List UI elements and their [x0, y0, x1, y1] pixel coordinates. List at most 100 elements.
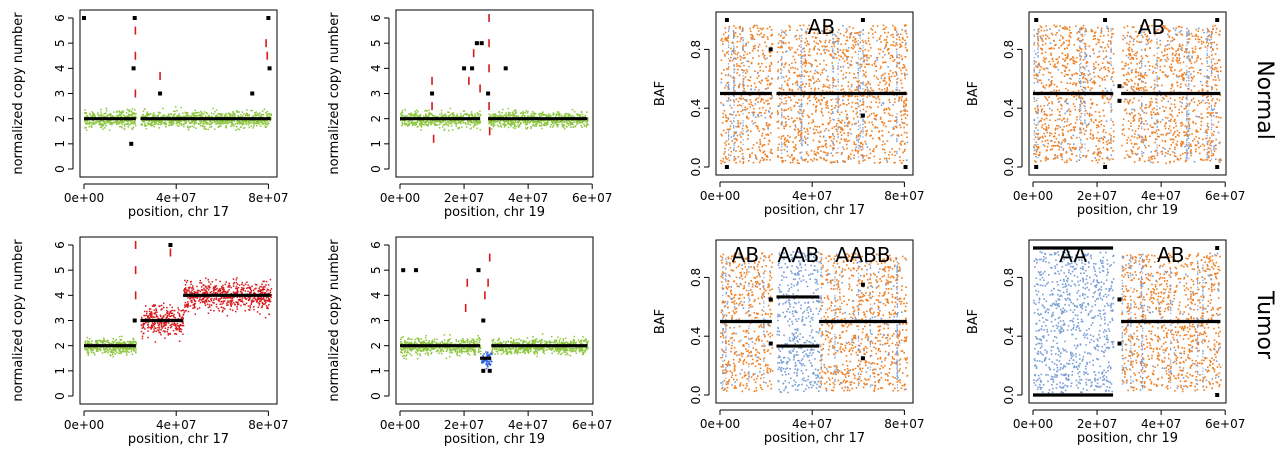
x-tick-label: 8e+07 [248, 418, 288, 432]
y-tick-label: 0.4 [689, 99, 703, 118]
marker-point [401, 268, 406, 273]
x-tick-label: 2e+07 [1077, 417, 1117, 431]
outlier-mark [488, 102, 490, 111]
panel-cn-normal-chr17: 0e+00 4e+07 8e+07 position, chr 17 0 1 2 3 4 5 6 no… [11, 9, 289, 220]
y-axis-label: BAF [966, 309, 981, 334]
plot-frame [395, 236, 594, 405]
outlier-mark [134, 291, 137, 300]
outlier-mark [134, 51, 137, 60]
x-axis-label: position, chr 19 [1077, 203, 1178, 218]
outlier-mark [488, 39, 490, 48]
outlier-mark [487, 278, 489, 287]
marker-point [430, 91, 435, 96]
y-tick-label: 3 [369, 90, 383, 98]
outlier-mark [431, 76, 433, 85]
plot-frame [79, 236, 278, 405]
marker-point [1034, 165, 1039, 169]
row-label-normal: Normal [1252, 60, 1277, 140]
x-tick-label: 2e+07 [444, 418, 484, 432]
y-tick-label: 4 [369, 65, 383, 73]
data-points [400, 333, 589, 370]
x-tick-label: 4e+07 [792, 189, 832, 203]
y-tick-label: 5 [369, 39, 383, 47]
y-tick-label: 1 [369, 367, 383, 375]
marker-point [1103, 165, 1108, 169]
outlier-mark [266, 51, 269, 60]
plot-frame [1028, 239, 1227, 404]
x-tick-label: 0e+00 [700, 417, 740, 431]
marker-point [132, 318, 137, 323]
y-tick-label: 0 [369, 392, 383, 400]
marker-point [486, 91, 491, 96]
y-tick-label: 6 [369, 241, 383, 249]
marker-point [724, 18, 729, 22]
x-axis-label: position, chr 17 [764, 431, 865, 446]
data-points [1033, 250, 1222, 394]
x-tick-label: 4e+07 [156, 418, 196, 432]
outlier-mark [488, 64, 490, 73]
x-tick-label: 0e+00 [380, 418, 420, 432]
allele-state-label: AB [1138, 15, 1165, 39]
marker-point [82, 16, 86, 20]
y-tick-label: 0.8 [689, 40, 703, 59]
outlier-mark [159, 71, 161, 80]
marker-point [481, 368, 486, 373]
marker-point [1103, 18, 1108, 22]
panel-baf-normal-chr17: AB 0e+00 4e+07 8e+07 position, chr 17 0.0 0.4 0… [653, 11, 925, 218]
panel-grid: 0e+00 4e+07 8e+07 position, chr 17 0 1 2 3 4 5 6 no… [11, 9, 1245, 447]
y-axis-label: BAF [653, 309, 668, 334]
y-axis-label: normalized copy number [327, 12, 342, 175]
outlier-mark [488, 14, 490, 22]
panel-baf-tumor-chr17: AB AAB AABB 0e+00 4e+07 8e+07 position, chr 17… [653, 239, 925, 446]
marker-point [1117, 98, 1122, 103]
allele-state-label: AB [808, 15, 835, 39]
panel-baf-normal-chr19: AB 0e+00 2e+07 4e+07 6e+07 position, chr 19 0.… [966, 11, 1245, 218]
y-tick-label: 2 [53, 115, 67, 123]
marker-point [267, 66, 272, 71]
x-tick-label: 4e+07 [508, 191, 548, 205]
y-tick-label: 6 [369, 14, 383, 22]
x-tick-label: 6e+07 [572, 191, 612, 205]
x-tick-label: 0e+00 [700, 189, 740, 203]
y-tick-label: 4 [369, 292, 383, 300]
marker-point [414, 268, 419, 273]
y-tick-label: 0.4 [689, 327, 703, 346]
x-axis-label: position, chr 19 [444, 205, 545, 220]
plot-frame [1028, 11, 1227, 176]
marker-point [724, 165, 729, 169]
outlier-mark [488, 253, 491, 262]
y-tick-label: 1 [53, 140, 67, 148]
y-tick-label: 2 [53, 342, 67, 350]
marker-point [1215, 246, 1220, 250]
y-tick-label: 0.8 [1002, 268, 1016, 287]
y-tick-label: 5 [53, 266, 67, 274]
x-tick-label: 0e+00 [1013, 417, 1053, 431]
y-tick-label: 3 [53, 90, 67, 98]
marker-point [1117, 297, 1122, 302]
x-tick-label: 4e+07 [508, 418, 548, 432]
x-tick-label: 0e+00 [64, 191, 104, 205]
plot-frame [715, 11, 914, 176]
x-axis-label: position, chr 17 [128, 205, 229, 220]
x-axis-label: position, chr 17 [764, 203, 865, 218]
marker-point [1215, 18, 1220, 22]
marker-point [474, 41, 479, 46]
outlier-mark [169, 248, 172, 257]
marker-point [129, 141, 134, 146]
y-tick-label: 3 [53, 317, 67, 325]
outlier-mark [488, 127, 491, 136]
x-tick-label: 2e+07 [1077, 189, 1117, 203]
marker-point [1215, 165, 1220, 169]
outlier-mark [464, 303, 467, 312]
x-tick-label: 8e+07 [884, 417, 924, 431]
marker-point [158, 91, 163, 96]
marker-point [860, 113, 865, 118]
outlier-mark [432, 134, 435, 143]
marker-point [768, 341, 773, 346]
marker-point [132, 16, 137, 20]
x-axis-label: position, chr 17 [128, 432, 229, 447]
marker-point [1034, 18, 1039, 22]
panel-baf-tumor-chr19: AA AB 0e+00 2e+07 4e+07 6e+07 position, chr 19… [966, 239, 1245, 446]
y-axis-label: BAF [966, 81, 981, 106]
